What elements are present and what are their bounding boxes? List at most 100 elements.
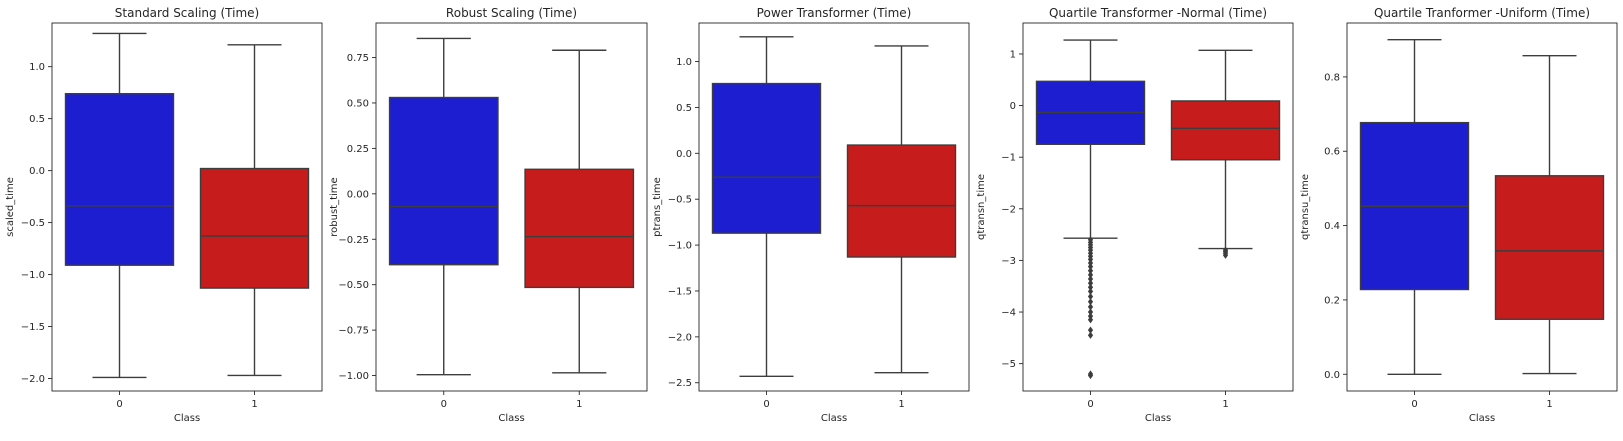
outlier-point [1087, 275, 1094, 283]
outlier-point [1087, 267, 1094, 275]
outlier-point [1087, 303, 1094, 311]
box-iqr [846, 144, 957, 258]
y-tick-label: −1 [1001, 153, 1016, 164]
y-tick-label: 0.2 [1324, 295, 1340, 306]
outlier-point [1087, 316, 1094, 324]
outlier-point [1222, 251, 1229, 259]
y-tick-label: 0.8 [1324, 72, 1340, 83]
y-tick-label: −1.0 [668, 241, 692, 252]
y-axis-label: qtransn_time [976, 174, 987, 240]
y-tick-label: −2.0 [668, 332, 692, 343]
box-iqr [1170, 100, 1281, 161]
y-tick-label: 0.6 [1324, 147, 1340, 158]
y-tick-label: −3 [1001, 256, 1016, 267]
axes-frame [1022, 22, 1294, 392]
x-tick-label: 0 [1411, 399, 1417, 410]
box-class-0 [1035, 39, 1146, 380]
y-tick-label: −0.50 [338, 280, 369, 291]
axes-frame [1346, 22, 1618, 392]
outlier-point [1087, 279, 1094, 287]
y-tick-label: 0.0 [676, 149, 692, 160]
y-axis-label: scaled_time [5, 177, 16, 237]
y-tick-label: 0.0 [1324, 370, 1340, 381]
y-tick-label: 0.4 [1324, 221, 1340, 232]
box-class-1 [846, 45, 957, 374]
outlier-point [1087, 308, 1094, 316]
y-tick-label: 1 [1010, 49, 1016, 60]
y-tick-label: 0.5 [676, 103, 692, 114]
y-tick-label: 0.75 [347, 53, 369, 64]
axes-frame [375, 22, 648, 392]
box-class-1 [524, 49, 635, 374]
x-tick-label: 1 [1222, 399, 1228, 410]
box-class-1 [199, 44, 310, 377]
y-tick-label: 0.50 [347, 98, 369, 109]
y-tick-label: −5 [1001, 359, 1016, 370]
chart-5: 0.0 0.2 0.4 0.6 0.8 0 1 Quartile Tranformer -Un… [1300, 6, 1618, 424]
y-tick-label: −1.0 [21, 270, 45, 281]
outlier-point [1087, 287, 1094, 295]
box-class-1 [1494, 55, 1605, 375]
x-axis-label: Class [498, 413, 524, 424]
y-tick-label: −2.5 [668, 378, 692, 389]
x-axis-label: Class [821, 413, 847, 424]
y-tick-label: 1.0 [29, 62, 45, 73]
chart-title: Power Transformer (Time) [757, 6, 912, 20]
box-class-0 [64, 32, 175, 379]
outlier-point [1087, 298, 1094, 306]
y-tick-label: −0.5 [668, 195, 692, 206]
y-tick-label: 0.25 [347, 144, 369, 155]
x-axis-label: Class [174, 413, 200, 424]
outlier-point [1087, 259, 1094, 267]
x-tick-label: 1 [898, 399, 904, 410]
y-tick-label: −2 [1001, 204, 1016, 215]
chart-4: −5 −4 −3 −2 −1 0 1 0 1 Quartile Transformer -Norm… [976, 6, 1294, 424]
x-tick-label: 0 [763, 399, 769, 410]
x-tick-label: 0 [1087, 399, 1093, 410]
y-tick-label: −0.25 [338, 235, 369, 246]
y-tick-label: 0.0 [29, 166, 45, 177]
box-class-0 [711, 36, 822, 378]
outlier-point [1087, 263, 1094, 271]
outlier-point [1087, 312, 1094, 320]
chart-3: −2.5 −2.0 −1.5 −1.0 −0.5 0.0 0.5 1.0 0 1 Power Tra… [652, 6, 970, 424]
outlier-point [1087, 255, 1094, 263]
y-tick-label: −1.5 [21, 322, 45, 333]
y-tick-label: −0.5 [21, 218, 45, 229]
outlier-point [1087, 371, 1094, 380]
x-axis-label: Class [1469, 413, 1495, 424]
y-tick-label: 0 [1010, 101, 1016, 112]
x-tick-label: 1 [576, 399, 582, 410]
chart-title: Robust Scaling (Time) [446, 6, 577, 20]
x-axis-label: Class [1145, 413, 1171, 424]
outlier-point [1087, 292, 1094, 301]
y-axis-label: robust_time [329, 177, 340, 236]
outlier-point [1087, 326, 1094, 334]
box-class-1 [1170, 49, 1281, 259]
outlier-point [1087, 283, 1094, 291]
y-axis-label: qtransu_time [1300, 174, 1311, 240]
box-iqr [199, 167, 310, 289]
box-iqr [524, 168, 635, 289]
axes-frame [51, 22, 323, 392]
y-tick-label: 0.5 [29, 114, 45, 125]
box-iqr [64, 92, 175, 266]
x-tick-label: 1 [1546, 399, 1552, 410]
outlier-point [1087, 271, 1094, 279]
y-tick-label: −1.00 [338, 371, 369, 382]
y-tick-label: −4 [1001, 308, 1016, 319]
chart-2: −1.00 −0.75 −0.50 −0.25 0.00 0.25 0.50 0.75 0 1 Ro… [329, 6, 648, 424]
chart-title: Quartile Transformer -Normal (Time) [1049, 6, 1267, 20]
x-tick-label: 0 [441, 399, 447, 410]
y-tick-label: −0.75 [338, 326, 369, 337]
chart-title: Quartile Tranformer -Uniform (Time) [1374, 6, 1590, 20]
outlier-point [1087, 331, 1094, 339]
chart-title: Standard Scaling (Time) [115, 6, 259, 20]
y-tick-label: −2.0 [21, 374, 45, 385]
chart-1: −2.0 −1.5 −1.0 −0.5 0.0 0.5 1.0 0 1 Standard Scal… [5, 6, 323, 424]
x-tick-label: 0 [116, 399, 122, 410]
box-class-0 [1359, 39, 1470, 375]
box-iqr [388, 96, 499, 266]
x-tick-label: 1 [251, 399, 257, 410]
